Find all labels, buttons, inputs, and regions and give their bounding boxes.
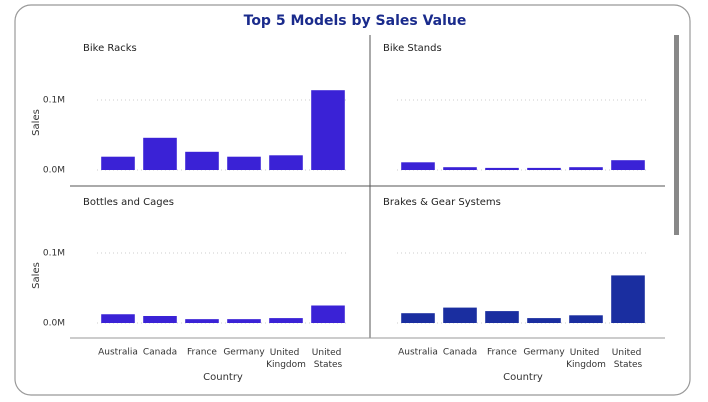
bar: [101, 156, 135, 170]
x-tick-label: Canada: [443, 348, 477, 358]
bar: [269, 318, 303, 323]
bar: [401, 313, 435, 323]
card: [14, 4, 691, 396]
bar: [527, 318, 561, 323]
bar: [443, 167, 477, 170]
bar: [485, 167, 519, 170]
bar: [185, 319, 219, 323]
x-tick-label: United States: [312, 348, 344, 370]
bar: [527, 167, 561, 170]
x-tick-label: France: [487, 348, 517, 358]
x-tick-label: United Kingdom: [566, 348, 606, 370]
bar: [485, 311, 519, 323]
panel-title: Bottles and Cages: [83, 197, 174, 208]
y-axis-label: Sales: [31, 109, 42, 136]
x-tick-label: Canada: [143, 348, 177, 358]
bar: [185, 151, 219, 170]
x-tick-label: United States: [612, 348, 644, 370]
bar: [311, 305, 345, 323]
x-tick-label: France: [187, 348, 217, 358]
bar: [269, 155, 303, 170]
scrollbar: [674, 35, 679, 235]
x-axis-label: Country: [203, 372, 243, 383]
bar: [227, 156, 261, 170]
x-axis-label: Country: [503, 372, 543, 383]
x-tick-label: Australia: [98, 348, 138, 358]
bar: [569, 167, 603, 170]
x-tick-label: Germany: [523, 348, 565, 358]
bar: [143, 316, 177, 323]
x-tick-label: United Kingdom: [266, 348, 306, 370]
bar: [101, 314, 135, 323]
y-tick-label: 0.0M: [43, 166, 65, 176]
y-axis-label: Sales: [31, 262, 42, 289]
bar: [443, 307, 477, 323]
bar: [611, 275, 645, 323]
panel-title: Bike Stands: [383, 43, 442, 54]
x-tick-label: Germany: [223, 348, 265, 358]
y-tick-label: 0.1M: [43, 96, 65, 106]
bar: [611, 160, 645, 170]
y-tick-label: 0.1M: [43, 249, 65, 259]
panel-title: Bike Racks: [83, 43, 137, 54]
bar: [311, 90, 345, 170]
bar: [143, 137, 177, 170]
chart-title: Top 5 Models by Sales Value: [244, 13, 467, 29]
bar: [569, 315, 603, 323]
x-tick-label: Australia: [398, 348, 438, 358]
bar: [227, 319, 261, 323]
bar: [401, 162, 435, 170]
panel-title: Brakes & Gear Systems: [383, 197, 501, 208]
y-tick-label: 0.0M: [43, 319, 65, 329]
